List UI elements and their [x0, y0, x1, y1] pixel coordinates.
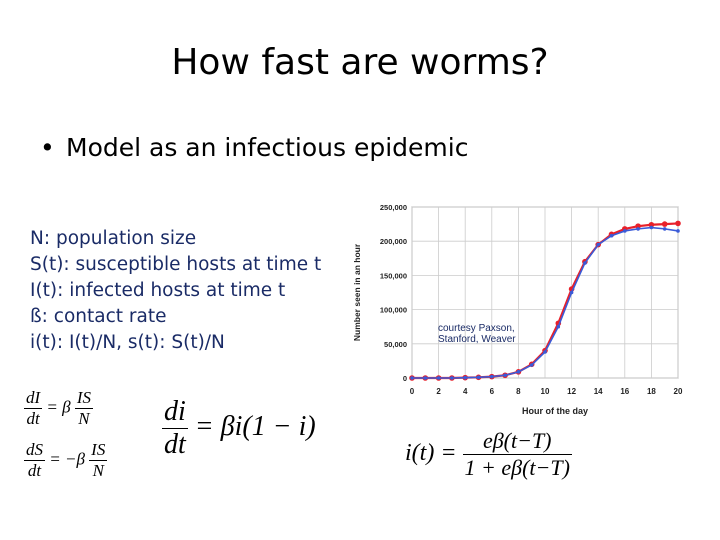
series-1-point — [636, 227, 640, 231]
definition-infected: I(t): infected hosts at time t — [30, 280, 286, 301]
y-tick-label: 200,000 — [380, 237, 407, 246]
bullet-item: • Model as an infectious epidemic — [40, 133, 468, 162]
equation-dI-dt: dI dt = β IS N — [24, 388, 94, 428]
y-tick-label: 250,000 — [380, 203, 407, 212]
series-0-point — [648, 221, 655, 228]
series-1-point — [583, 261, 587, 265]
y-tick-label: 50,000 — [384, 340, 407, 349]
series-1-point — [490, 374, 494, 379]
courtesy-note: courtesy Paxson, Stanford, Weaver — [438, 323, 516, 345]
equation-i-t: i(t) = eβ(t−T) 1 + eβ(t−T) — [405, 428, 572, 480]
series-1-point — [543, 350, 547, 354]
series-1-point — [596, 242, 600, 247]
series-1-point — [662, 227, 667, 231]
y-tick-label: 100,000 — [380, 306, 407, 315]
x-tick-label: 18 — [647, 387, 656, 396]
series-0-point — [635, 223, 641, 229]
x-tick-label: 8 — [516, 387, 521, 396]
x-tick-label: 16 — [620, 387, 629, 396]
equation-dS-dt: dS dt = −β IS N — [24, 440, 108, 480]
x-tick-label: 12 — [567, 387, 576, 396]
definition-population: N: population size — [30, 228, 197, 249]
series-1-point — [476, 375, 481, 380]
bullet-text: Model as an infectious epidemic — [66, 133, 469, 162]
equation-di-dt: di dt = βi(1 − i) — [162, 396, 316, 460]
infection-chart-svg: 0 50,000 100,000 150,000 200,000 250,000 0 2 4 6 8… — [352, 203, 683, 416]
series-1-point — [609, 233, 614, 238]
y-tick-label: 0 — [403, 374, 407, 383]
x-tick-label: 14 — [594, 387, 603, 396]
x-axis-label: Hour of the day — [522, 406, 588, 416]
series-1-point — [623, 229, 627, 233]
series-1-point — [516, 370, 521, 374]
series-0-point — [675, 220, 681, 227]
slide-title: How fast are worms? — [171, 42, 549, 83]
x-tick-label: 20 — [674, 387, 683, 396]
bullet-marker: • — [40, 133, 55, 162]
definition-fractions: i(t): I(t)/N, s(t): S(t)/N — [30, 332, 225, 353]
y-axis-label: Number seen in an hour — [352, 243, 362, 341]
x-tick-label: 6 — [490, 387, 495, 396]
series-1-point — [676, 229, 680, 233]
series-0-point — [661, 221, 668, 227]
x-tick-label: 2 — [436, 387, 441, 396]
x-tick-label: 4 — [463, 387, 468, 396]
series-1-point — [410, 376, 414, 380]
series-1-point — [649, 225, 654, 230]
series-1-point — [450, 376, 454, 380]
definition-susceptible: S(t): susceptible hosts at time t — [30, 254, 322, 275]
series-1-point — [503, 373, 507, 378]
series-1-point — [569, 290, 574, 295]
infection-chart: 0 50,000 100,000 150,000 200,000 250,000 0 2 4 6 8… — [350, 195, 690, 425]
definitions-list: N: population size S(t): susceptible hos… — [30, 226, 321, 356]
series-1-point — [463, 375, 467, 380]
x-tick-label: 0 — [410, 387, 415, 396]
series-1-point — [529, 363, 534, 367]
series-1-point — [423, 376, 428, 380]
series-1-point — [436, 376, 441, 380]
y-tick-label: 150,000 — [380, 271, 407, 280]
series-1-point — [556, 324, 561, 329]
definition-contact-rate: ß: contact rate — [30, 306, 167, 327]
x-tick-label: 10 — [541, 387, 550, 396]
